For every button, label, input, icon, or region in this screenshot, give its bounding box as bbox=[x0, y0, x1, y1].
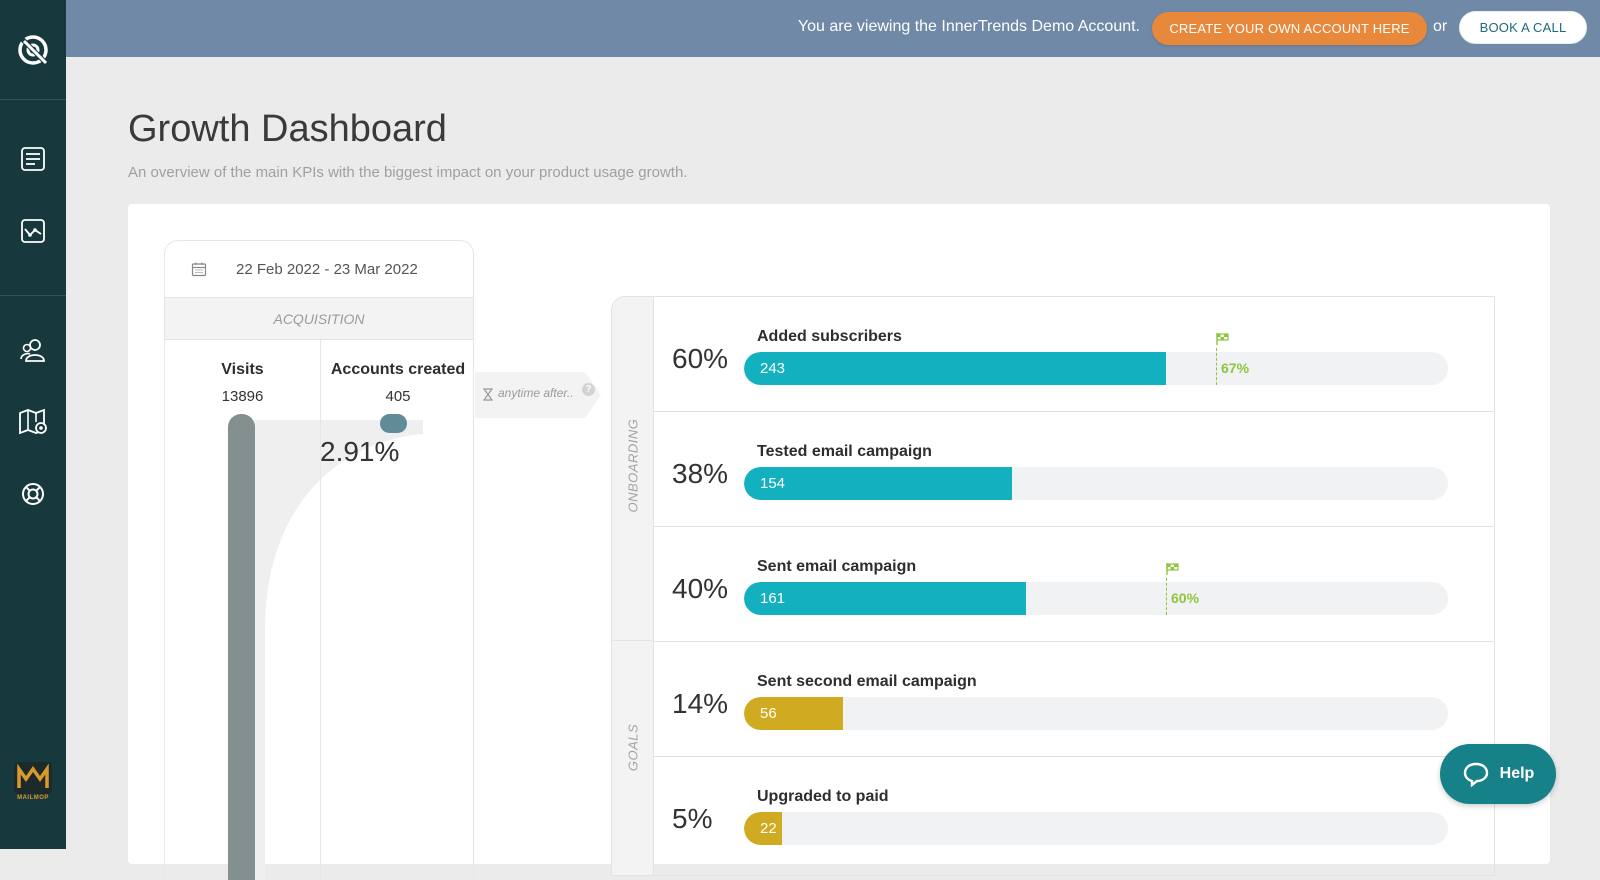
brand-name: MAILMOP bbox=[17, 795, 49, 801]
workspace-brand[interactable]: MAILMOP bbox=[13, 762, 53, 806]
journey-map-icon[interactable] bbox=[17, 406, 49, 438]
book-call-button[interactable]: BOOK A CALL bbox=[1459, 11, 1587, 44]
metric-progress-track: 56 bbox=[744, 697, 1448, 730]
column-divider bbox=[320, 340, 321, 880]
tag-shape bbox=[475, 372, 601, 418]
chat-bubble-icon bbox=[1463, 762, 1488, 787]
mailmop-logo-icon bbox=[14, 762, 52, 794]
metric-percentage: 14% bbox=[672, 688, 729, 719]
metric-label: Upgraded to paid bbox=[757, 788, 889, 805]
or-separator: or bbox=[1433, 18, 1448, 35]
metric-progress-fill: 22 bbox=[744, 812, 782, 845]
sidebar: MAILMOP bbox=[0, 0, 66, 849]
metric-progress-track: 154 bbox=[744, 467, 1448, 500]
metric-count: 56 bbox=[760, 705, 777, 722]
reports-icon[interactable] bbox=[17, 143, 49, 175]
metric-progress-track: 243 bbox=[744, 352, 1448, 385]
metric-row[interactable]: 38% Tested email campaign 154 bbox=[654, 412, 1494, 527]
anytime-after-label: anytime after.. bbox=[498, 386, 574, 400]
metric-row[interactable]: 40% Sent email campaign 161 60% bbox=[654, 527, 1494, 642]
page-subtitle: An overview of the main KPIs with the bi… bbox=[128, 164, 688, 181]
demo-account-notice: You are viewing the InnerTrends Demo Acc… bbox=[797, 18, 1140, 35]
hourglass-icon bbox=[483, 388, 493, 401]
create-account-button[interactable]: CREATE YOUR OWN ACCOUNT HERE bbox=[1152, 12, 1427, 45]
support-icon[interactable] bbox=[17, 478, 49, 510]
goal-target-value: 60% bbox=[1171, 590, 1200, 606]
goal-target-value: 67% bbox=[1221, 360, 1250, 376]
funnel-chart bbox=[228, 414, 423, 880]
kpi-metrics-panel: ONBOARDING GOALS 60% Added subscribers 243… bbox=[611, 296, 1495, 876]
goal-flag-icon bbox=[1216, 333, 1229, 345]
goal-marker-line bbox=[1216, 348, 1217, 385]
question-icon[interactable]: ? bbox=[582, 383, 595, 396]
metric-label: Added subscribers bbox=[757, 328, 902, 345]
metric-progress-fill: 161 bbox=[744, 582, 1026, 615]
metric-label: Tested email campaign bbox=[757, 443, 932, 460]
metric-percentage: 38% bbox=[672, 458, 729, 489]
metric-count: 154 bbox=[760, 475, 786, 492]
date-range-text: 22 Feb 2022 - 23 Mar 2022 bbox=[236, 260, 418, 278]
metric-row[interactable]: 5% Upgraded to paid 22 bbox=[654, 757, 1494, 872]
metric-row[interactable]: 60% Added subscribers 243 67% bbox=[654, 297, 1494, 412]
goal-flag-icon bbox=[1166, 563, 1179, 575]
accounts-created-label: Accounts created bbox=[330, 361, 466, 378]
metric-count: 161 bbox=[760, 590, 786, 607]
time-window-tag[interactable]: anytime after.. ? bbox=[475, 372, 605, 418]
goal-marker-line bbox=[1166, 578, 1167, 615]
group-label-column: ONBOARDING GOALS bbox=[612, 297, 654, 875]
accounts-created-value: 405 bbox=[385, 388, 411, 405]
visits-label: Visits bbox=[221, 361, 264, 378]
group-divider bbox=[612, 640, 654, 641]
dashboard-card: 22 Feb 2022 - 23 Mar 2022 ACQUISITION Vi… bbox=[128, 204, 1550, 880]
metric-count: 243 bbox=[760, 360, 786, 377]
acquisition-funnel: Visits 13896 Accounts created 405 2.91% bbox=[164, 340, 474, 880]
metric-percentage: 5% bbox=[672, 803, 713, 834]
metric-label: Sent email campaign bbox=[757, 558, 917, 575]
metric-progress-fill: 56 bbox=[744, 697, 843, 730]
acquisition-header: ACQUISITION bbox=[164, 297, 474, 340]
date-range-picker[interactable]: 22 Feb 2022 - 23 Mar 2022 bbox=[164, 240, 474, 297]
metric-row[interactable]: 14% Sent second email campaign 56 bbox=[654, 642, 1494, 757]
conversion-rate: 2.91% bbox=[320, 436, 400, 467]
metric-count: 22 bbox=[760, 820, 777, 837]
analytics-icon[interactable] bbox=[17, 215, 49, 247]
page-title: Growth Dashboard bbox=[128, 108, 447, 150]
sidebar-divider bbox=[0, 295, 66, 296]
onboarding-group-label: ONBOARDING bbox=[625, 418, 641, 513]
metric-progress-track: 22 bbox=[744, 812, 1448, 845]
metric-progress-fill: 243 bbox=[744, 352, 1166, 385]
metric-percentage: 60% bbox=[672, 343, 729, 374]
calendar-icon bbox=[191, 262, 207, 277]
metric-percentage: 40% bbox=[672, 573, 729, 604]
goals-group-label: GOALS bbox=[625, 723, 641, 772]
metric-progress-fill: 154 bbox=[744, 467, 1012, 500]
users-icon[interactable] bbox=[17, 334, 49, 366]
help-button[interactable]: Help bbox=[1440, 744, 1556, 804]
help-label: Help bbox=[1499, 765, 1535, 782]
innertrends-logo-icon bbox=[18, 34, 48, 65]
metric-progress-track: 161 bbox=[744, 582, 1448, 615]
app-logo[interactable] bbox=[0, 0, 66, 100]
visits-value: 13896 bbox=[221, 388, 264, 405]
metric-label: Sent second email campaign bbox=[757, 673, 977, 690]
